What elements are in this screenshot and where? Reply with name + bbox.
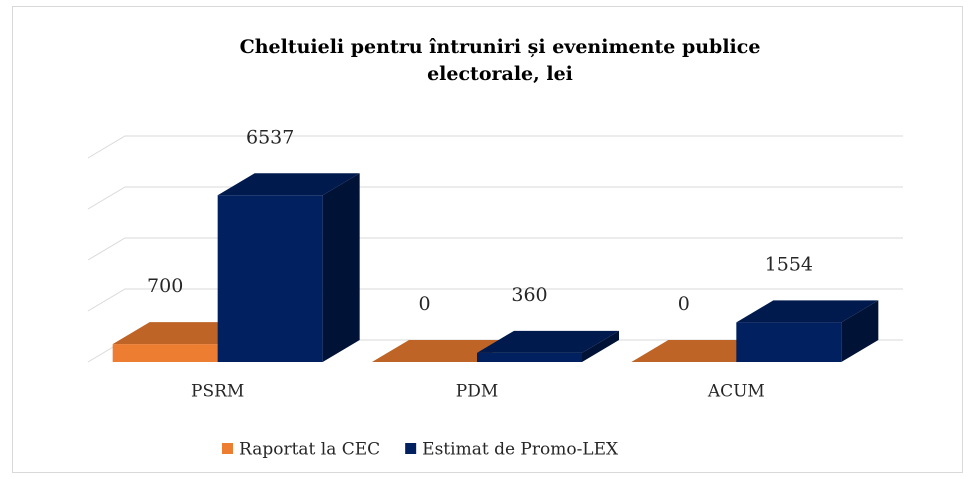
bar-top [736,300,879,323]
chart-frame [12,6,963,473]
grid-line [87,186,903,210]
bar-top [217,173,360,196]
data-label: 360 [511,284,547,306]
bar [477,330,619,362]
bar-front [477,352,582,362]
x-tick-label: PSRM [191,382,244,402]
chart-title: Cheltuieli pentru întruniri și eveniment… [240,36,761,85]
grid-line [87,237,903,261]
grid-line [87,288,903,312]
data-label: 700 [147,275,183,297]
bar-top [477,330,619,353]
bar [217,173,360,362]
bar-front [736,322,842,362]
data-label: 6537 [246,126,294,148]
legend-label: Raportat la CEC [239,440,380,460]
data-label: 0 [678,293,690,315]
x-tick-label: PDM [456,382,498,402]
bar-side [582,330,619,362]
legend-swatch [222,443,233,454]
data-label: 0 [418,293,430,315]
legend-swatch [405,443,417,454]
bar-side [841,300,879,362]
bar-front [217,195,323,362]
legend-label: Estimat de Promo-LEX [422,440,619,460]
grid-line [87,135,903,159]
bar-front [112,344,218,362]
data-label: 1554 [765,253,813,275]
x-tick-label: ACUM [707,382,765,402]
bar-side [322,173,360,362]
bar [736,300,879,362]
